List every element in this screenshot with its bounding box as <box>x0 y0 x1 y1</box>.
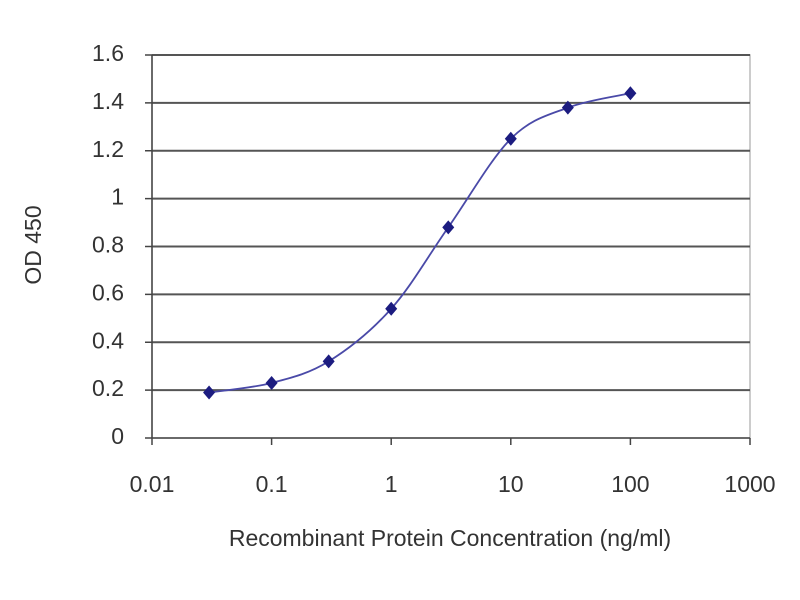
x-axis-label: Recombinant Protein Concentration (ng/ml… <box>229 525 671 551</box>
y-tick-label: 1.4 <box>92 88 124 114</box>
x-tick-label: 0.1 <box>256 471 288 497</box>
data-point <box>504 131 517 146</box>
y-tick-label: 1 <box>111 184 124 210</box>
y-tick-label: 0.4 <box>92 327 124 353</box>
data-point <box>203 385 216 400</box>
y-tick-label: 0.8 <box>92 232 124 258</box>
fit-curve <box>208 92 631 394</box>
x-tick-label: 100 <box>611 471 649 497</box>
y-axis-label: OD 450 <box>20 205 46 284</box>
y-tick-label: 1.2 <box>92 136 124 162</box>
y-tick-label: 0 <box>111 423 124 449</box>
data-point <box>442 220 455 235</box>
data-point <box>561 100 574 115</box>
x-tick-label: 10 <box>498 471 524 497</box>
x-tick-label: 1000 <box>724 471 775 497</box>
data-point <box>624 86 637 101</box>
y-tick-label: 0.2 <box>92 375 124 401</box>
data-point <box>265 375 278 390</box>
x-tick-label: 0.01 <box>130 471 175 497</box>
y-tick-label: 1.6 <box>92 40 124 66</box>
data-point <box>322 354 335 369</box>
data-point <box>385 301 398 316</box>
x-tick-label: 1 <box>385 471 398 497</box>
y-tick-label: 0.6 <box>92 279 124 305</box>
